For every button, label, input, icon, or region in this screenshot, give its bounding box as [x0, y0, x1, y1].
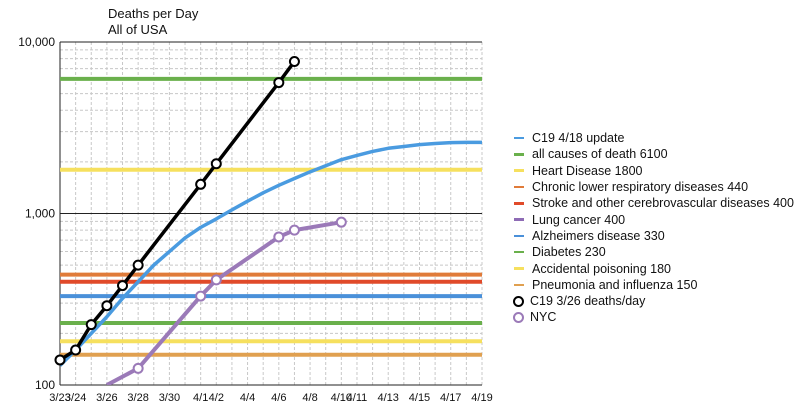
chart-title: Deaths per Day	[108, 6, 199, 21]
legend-item: Lung cancer 400	[514, 211, 794, 227]
data-point	[117, 280, 129, 292]
data-point	[273, 231, 285, 243]
legend-label: Diabetes 230	[532, 245, 606, 260]
data-point	[54, 354, 66, 366]
series-line	[60, 60, 296, 362]
data-point	[210, 274, 222, 286]
data-point	[288, 55, 300, 67]
legend-label: Pneumonia and influenza 150	[532, 277, 698, 292]
x-tick-label: 4/6	[271, 392, 286, 404]
legend-label: Heart Disease 1800	[532, 163, 643, 178]
x-tick-label: 4/15	[409, 392, 430, 404]
legend-swatch	[514, 185, 524, 189]
x-tick-label: 4/10	[331, 392, 352, 404]
x-tick-label: 3/30	[159, 392, 180, 404]
legend-swatch	[514, 283, 524, 287]
data-point	[210, 158, 222, 170]
x-tick-label: 4/11	[347, 392, 368, 404]
legend-label: NYC	[530, 310, 557, 325]
legend-item: C19 3/26 deaths/day	[513, 293, 794, 309]
legend-swatch	[514, 250, 524, 254]
legend-label: C19 4/18 update	[532, 131, 625, 146]
legend-item: Alzheimers disease 330	[514, 228, 794, 244]
data-point	[132, 259, 144, 271]
x-tick-label: 4/19	[471, 392, 492, 404]
legend-swatch	[514, 218, 524, 221]
x-tick-label: 3/23	[49, 392, 70, 404]
legend-item: Accidental poisoning 180	[514, 260, 794, 276]
legend: C19 4/18 update all causes of death 6100 H…	[513, 130, 794, 326]
data-point	[288, 224, 300, 236]
data-point	[132, 362, 144, 374]
legend-swatch	[514, 136, 524, 140]
data-point	[195, 178, 207, 190]
legend-item: Diabetes 230	[514, 244, 794, 260]
x-tick-label: 4/1	[193, 392, 208, 404]
data-point	[195, 290, 207, 302]
legend-label: Chronic lower respiratory diseases 440	[532, 180, 749, 195]
legend-label: Alzheimers disease 330	[532, 228, 665, 243]
y-tick-label: 10,000	[18, 35, 55, 49]
data-point	[101, 300, 113, 312]
legend-item: Chronic lower respiratory diseases 440	[514, 179, 794, 195]
data-point	[70, 344, 82, 356]
legend-item: all causes of death 6100	[514, 146, 794, 162]
legend-item: Stroke and other cerebrovascular disease…	[514, 195, 794, 211]
x-tick-label: 3/26	[96, 392, 117, 404]
x-tick-label: 4/17	[440, 392, 461, 404]
legend-marker	[513, 311, 524, 323]
y-tick-label: 1,000	[25, 207, 55, 221]
legend-swatch	[514, 267, 524, 270]
legend-label: Stroke and other cerebrovascular disease…	[532, 196, 794, 211]
legend-item: C19 4/18 update	[514, 130, 794, 146]
x-tick-label: 4/2	[209, 392, 224, 404]
legend-marker	[513, 295, 524, 307]
data-point	[273, 77, 285, 89]
legend-item: Pneumonia and influenza 150	[514, 277, 794, 293]
legend-swatch	[514, 169, 524, 172]
legend-label: all causes of death 6100	[532, 147, 668, 162]
x-tick-label: 4/8	[302, 392, 317, 404]
legend-label: C19 3/26 deaths/day	[530, 294, 646, 309]
data-point	[335, 216, 347, 228]
chart-subtitle: All of USA	[108, 22, 168, 37]
legend-label: Accidental poisoning 180	[532, 261, 671, 276]
legend-swatch	[514, 202, 524, 205]
series-line	[60, 140, 482, 367]
x-tick-label: 3/24	[65, 392, 86, 404]
legend-label: Lung cancer 400	[532, 212, 626, 227]
legend-item: NYC	[513, 309, 794, 325]
x-tick-label: 3/28	[127, 392, 148, 404]
legend-swatch	[514, 234, 524, 238]
legend-item: Heart Disease 1800	[514, 163, 794, 179]
data-point	[85, 319, 97, 331]
legend-swatch	[514, 153, 524, 156]
x-tick-label: 4/13	[378, 392, 399, 404]
x-tick-label: 4/4	[240, 392, 255, 404]
y-tick-label: 100	[35, 378, 55, 392]
